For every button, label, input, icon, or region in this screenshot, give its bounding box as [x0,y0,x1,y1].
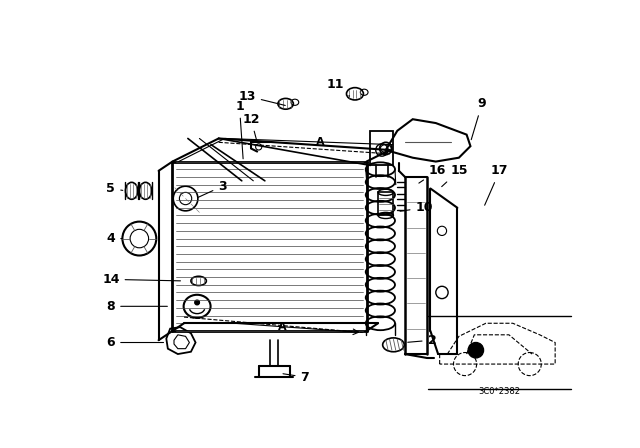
Text: 14: 14 [102,273,180,286]
Text: 2: 2 [408,334,436,347]
Text: 3: 3 [198,180,227,198]
Text: 1: 1 [235,99,244,159]
Text: 15: 15 [442,164,468,187]
Text: 4: 4 [106,232,122,245]
Text: 17: 17 [484,164,508,205]
Text: 5: 5 [106,182,123,195]
Text: 13: 13 [239,90,285,105]
Text: A: A [278,322,286,332]
Text: 8: 8 [106,300,168,313]
Text: 7: 7 [283,370,309,383]
Text: 6: 6 [106,336,164,349]
Text: 3C0*2382: 3C0*2382 [478,387,520,396]
Text: A: A [316,137,324,147]
Text: 11: 11 [327,78,349,96]
Text: 9: 9 [471,97,486,140]
Circle shape [195,300,200,305]
Circle shape [468,343,484,358]
Text: 12: 12 [243,113,260,140]
Text: 16: 16 [419,164,446,183]
Text: 10: 10 [400,201,433,214]
